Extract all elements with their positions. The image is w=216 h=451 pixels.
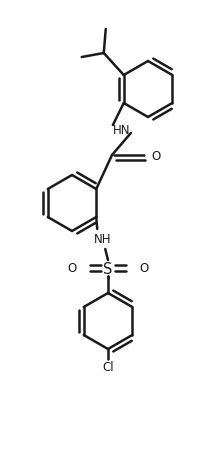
Text: Cl: Cl <box>102 361 114 374</box>
Text: O: O <box>67 262 77 275</box>
Text: NH: NH <box>94 233 111 246</box>
Text: O: O <box>151 149 161 162</box>
Text: S: S <box>103 261 113 276</box>
Text: O: O <box>139 262 149 275</box>
Text: HN: HN <box>113 123 131 136</box>
